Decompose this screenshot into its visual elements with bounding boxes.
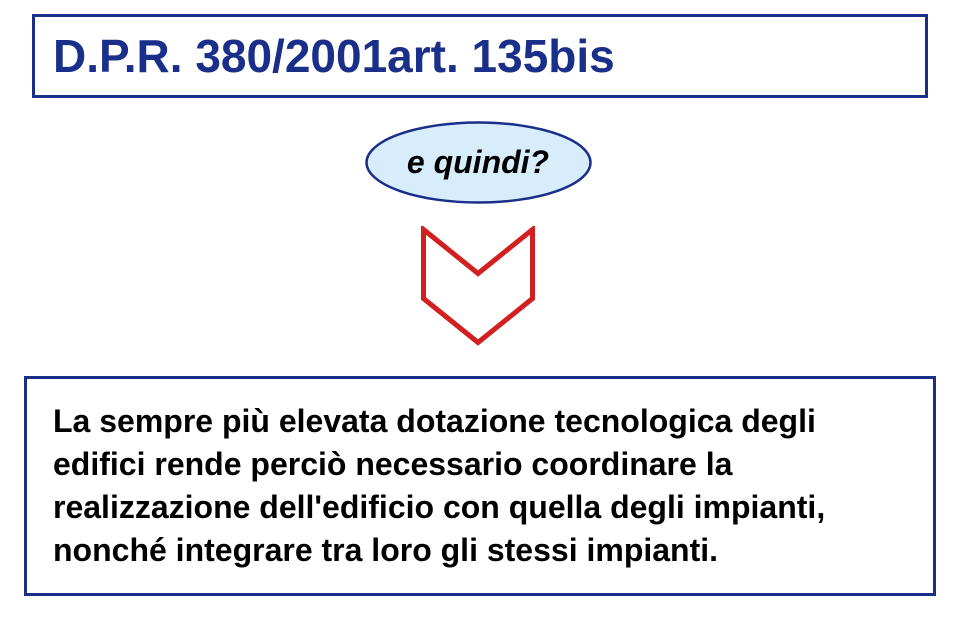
slide: D.P.R. 380/2001art. 135bis e quindi? La … (0, 0, 960, 623)
ellipse-callout: e quindi? (364, 120, 593, 205)
title-box: D.P.R. 380/2001art. 135bis (32, 14, 928, 98)
body-box: La sempre più elevata dotazione tecnolog… (24, 376, 936, 596)
slide-title: D.P.R. 380/2001art. 135bis (53, 32, 615, 80)
chevron-shape (420, 226, 536, 346)
body-text: La sempre più elevata dotazione tecnolog… (53, 400, 907, 573)
chevron-down-icon (420, 226, 536, 346)
ellipse-label: e quindi? (407, 144, 549, 181)
